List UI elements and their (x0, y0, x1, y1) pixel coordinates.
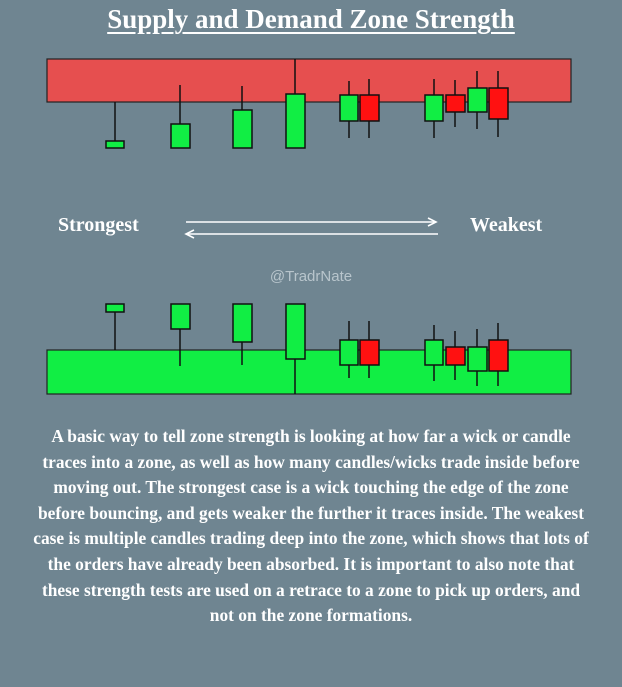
demand-candle-2 (170, 303, 191, 366)
supply-candle-9 (467, 71, 488, 129)
supply-candle-7 (424, 79, 444, 138)
supply-candle-4 (285, 59, 306, 149)
demand-candle-8 (445, 331, 466, 380)
demand-candle-3 (232, 303, 253, 365)
supply-candle-5 (339, 81, 359, 138)
caption-text: A basic way to tell zone strength is loo… (33, 426, 589, 626)
supply-candle-2 (170, 85, 191, 149)
demand-candles (105, 303, 509, 394)
demand-candle-10 (488, 323, 509, 386)
arrow-left-head (184, 229, 195, 239)
weakest-label: Weakest (470, 214, 543, 236)
watermark: @TradrNate (269, 268, 353, 285)
supply-candle-3 (232, 86, 253, 149)
demand-candle-9 (467, 329, 488, 386)
demand-candle-6 (359, 321, 380, 378)
arrow-right-head (427, 217, 438, 227)
strength-arrows (184, 217, 438, 239)
demand-candle-4 (285, 303, 306, 394)
demand-candle-1 (105, 303, 125, 350)
supply-candle-6 (359, 79, 380, 138)
demand-candle-7 (424, 325, 444, 381)
demand-candle-5 (339, 321, 359, 378)
strongest-label: Strongest (58, 214, 139, 236)
supply-candles (105, 59, 509, 149)
supply-candle-10 (488, 71, 509, 137)
supply-candle-8 (445, 80, 466, 127)
supply-candle-1 (105, 102, 125, 149)
diagram-title: Supply and Demand Zone Strength (107, 4, 515, 34)
